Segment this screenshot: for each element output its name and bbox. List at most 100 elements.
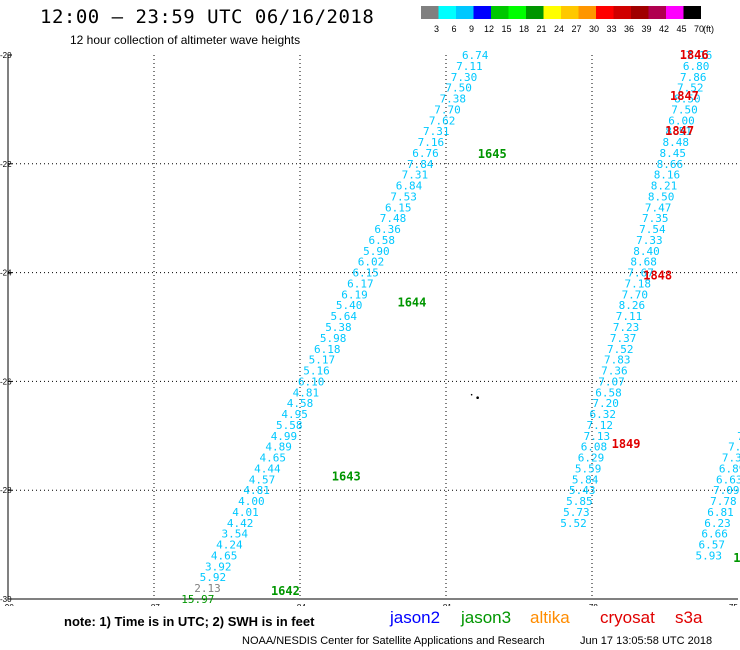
wave-height-value: 4.89 (265, 441, 292, 454)
wave-height-value: 4.58 (287, 397, 314, 410)
legend-swatch (473, 6, 491, 19)
generated-timestamp: Jun 17 13:05:58 UTC 2018 (580, 635, 713, 647)
wave-height-value: 6.00 (668, 114, 695, 127)
legend-label: 33 (606, 24, 616, 34)
satellite-jason2: jason2 (390, 608, 441, 627)
legend-swatch (508, 6, 526, 19)
legend-unit: (ft) (703, 24, 714, 34)
wave-height-value: 8.21 (651, 180, 678, 193)
wave-height-value: 5.90 (363, 245, 390, 258)
wave-height-value: 6.76 (412, 147, 439, 160)
wave-height-value: 7.78 (710, 495, 737, 508)
satellite-jason3: jason3 (461, 608, 512, 627)
page-subtitle: 12 hour collection of altimeter wave hei… (70, 33, 301, 47)
legend-label: 39 (641, 24, 651, 34)
wave-height-value: 7.31 (402, 169, 429, 182)
legend-label: 6 (451, 24, 456, 34)
wave-height-value: 6.89 (719, 462, 740, 475)
pass-time-label: 1644 (397, 296, 426, 310)
satellite-altika: altika (530, 608, 570, 627)
pass-time-label: 1529 (733, 551, 740, 565)
wave-height-value: 4.81 (293, 386, 320, 399)
legend-swatch (666, 6, 684, 19)
wave-height-value: 4.57 (249, 473, 276, 486)
wave-height-value: 4.24 (216, 539, 243, 552)
legend-label: 24 (554, 24, 564, 34)
credit-line: NOAA/NESDIS Center for Satellite Applica… (242, 635, 545, 647)
wave-height-value: 5.85 (566, 495, 593, 508)
pass-time-label: 1645 (478, 147, 507, 161)
legend-label: 45 (676, 24, 686, 34)
wave-height-value: 6.29 (578, 452, 605, 465)
wave-height-value: 4.65 (259, 452, 286, 465)
wave-height-value: 6.57 (698, 539, 725, 552)
island-dot (476, 396, 479, 400)
lat-tick-label: -26 (0, 377, 12, 386)
wave-height-value: 6.74 (462, 49, 489, 62)
wave-height-value: 8.26 (619, 299, 646, 312)
wave-height-value: 8.68 (630, 256, 657, 269)
wave-height-value: 7.70 (434, 103, 461, 116)
legend-swatch (526, 6, 544, 19)
wave-height-value: 7 (737, 430, 740, 443)
wave-height-value: 6.32 (589, 408, 616, 421)
wave-height-value: 3.92 (205, 560, 232, 573)
legend-label: 15 (501, 24, 511, 34)
wave-height-value: 8.50 (648, 190, 675, 203)
wave-height-value: 6.80 (683, 60, 710, 73)
wave-height-value: 7.33 (636, 234, 663, 247)
lat-tick-label: -28 (0, 486, 12, 495)
wave-height-value: 6.17 (347, 277, 374, 290)
legend-label: 9 (469, 24, 474, 34)
legend-swatch (438, 6, 456, 19)
wave-height-value: 7.32 (722, 452, 740, 465)
pass-time-label: 1849 (612, 437, 641, 451)
satellite-cryosat: cryosat (600, 608, 655, 627)
wave-height-value: 7.07 (598, 375, 625, 388)
wave-height-value: 5.40 (336, 299, 363, 312)
wave-height-value: 7.36 (601, 365, 628, 378)
wave-height-value: 8.66 (657, 158, 684, 171)
wave-height-value: 7.50 (671, 103, 698, 116)
wave-height-value: 5.98 (320, 332, 347, 345)
wave-height-value: 6.10 (298, 375, 325, 388)
wave-height-value: 5.58 (276, 419, 303, 432)
lon-tick-label: -90 (2, 603, 14, 606)
wave-height-value: 7.52 (677, 82, 704, 95)
legend-swatch (456, 6, 474, 19)
legend-swatch (421, 6, 439, 19)
legend-label: 42 (659, 24, 669, 34)
wave-height-value: 5.52 (560, 517, 587, 530)
wave-height-value: 5.16 (303, 365, 330, 378)
legend-label: 27 (571, 24, 581, 34)
wave-height-value: 4.01 (232, 506, 259, 519)
wave-height-value: 4.95 (281, 408, 308, 421)
lon-tick-label: -87 (148, 603, 160, 606)
wave-height-map: -90 -87 -84 -81 -78 -75 -20 -22 -24 -26 -28 -30 6.74… (0, 48, 740, 606)
legend-label: 30 (589, 24, 599, 34)
legend-label: 70 (694, 24, 704, 34)
wave-height-value: 8.45 (660, 147, 687, 160)
wave-height-value: 7.11 (456, 60, 483, 73)
wave-height-value: 7.09 (713, 484, 740, 497)
wave-height-value: 4.42 (227, 517, 254, 530)
wave-height-value: 5.38 (325, 321, 352, 334)
legend-label: 3 (434, 24, 439, 34)
wave-height-value: 5.84 (572, 473, 599, 486)
wave-height-value: 4.99 (271, 430, 298, 443)
satellite-s3a: s3a (675, 608, 703, 627)
legend-swatch (491, 6, 509, 19)
wave-height-value: 8.40 (633, 245, 660, 258)
wave-height-value: 6.63 (716, 473, 740, 486)
wave-height-value: 7.62 (429, 114, 456, 127)
wave-height-value: 8.51 (665, 125, 692, 138)
wave-height-value: 7.54 (639, 223, 666, 236)
wave-height-value: 2.13 (194, 582, 221, 595)
wave-height-value: 7.13 (584, 430, 611, 443)
wave-height-value: 7.53 (390, 190, 417, 203)
footer-note: note: 1) Time is in UTC; 2) SWH is in fe… (64, 614, 315, 629)
wave-height-value: 7.18 (624, 277, 651, 290)
wave-height-value: 4.65 (211, 549, 238, 562)
wave-height-value: 7.31 (423, 125, 450, 138)
legend-swatch (683, 6, 701, 19)
